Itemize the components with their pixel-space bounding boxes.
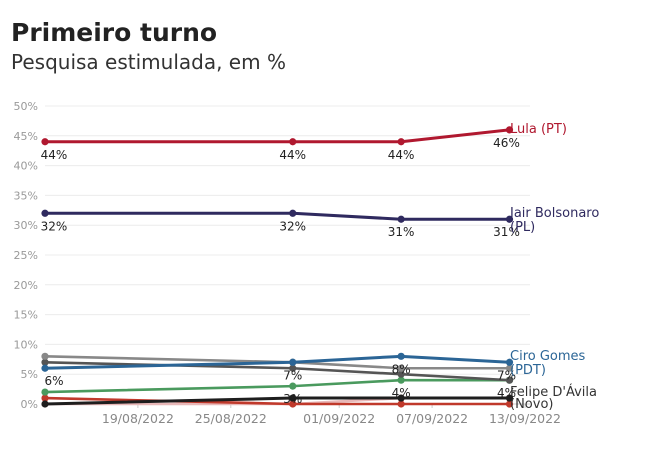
series-label: (PL) [510,220,535,235]
data-point [41,394,49,402]
y-tick-label: 10% [14,338,38,351]
series-line [44,378,510,394]
data-point [505,215,514,223]
chart-subtitle: Pesquisa estimulada, em % [11,50,286,74]
series-label: Felipe D'Ávila [510,384,597,400]
chart-title: Primeiro turno [11,18,218,47]
data-point [397,138,405,146]
data-point [505,364,514,372]
data-point [397,352,405,360]
data-label: 44% [41,148,68,162]
series-label: (Novo) [510,397,553,412]
series-line [45,211,510,221]
data-label: 6% [44,374,63,388]
data-point [397,364,405,372]
series-line [44,396,510,406]
data-point [41,358,49,366]
data-label: 3% [283,392,302,406]
data-point [397,215,405,223]
data-point [289,364,297,372]
series-label: Ciro Gomes [510,349,586,364]
x-tick-label: 07/09/2022 [396,411,468,426]
x-tick-label: 19/08/2022 [102,411,174,426]
y-tick-label: 40% [14,160,38,173]
y-tick-label: 25% [14,249,38,262]
data-label: 7% [283,368,302,382]
data-label: 31% [493,225,520,239]
data-label: 31% [388,225,415,239]
y-tick-label: 45% [14,130,38,143]
data-point [289,394,297,402]
data-label: 32% [279,219,306,233]
data-label: 4% [497,386,516,400]
y-tick-label: 5% [21,368,38,381]
series-label: Lula (PT) [510,122,567,137]
y-tick-label: 35% [14,189,38,202]
data-point [289,400,297,408]
series-line [44,354,510,370]
data-point [41,209,49,217]
x-tick-label: 01/09/2022 [303,411,375,426]
y-tick-label: 15% [14,309,38,322]
series-line [44,360,510,382]
data-label: 44% [279,148,306,162]
data-point [397,376,405,384]
series-label: Jair Bolsonaro [509,206,599,221]
data-point [41,352,49,360]
data-point [289,138,297,146]
data-label: 4% [392,386,411,400]
data-point [505,400,514,408]
data-point [289,209,297,217]
series-line [45,128,510,144]
y-tick-label: 0% [21,398,38,411]
data-label: 8% [392,362,411,376]
series-label: (PDT) [510,363,546,378]
data-point [505,126,514,134]
series-line [44,355,510,370]
y-tick-label: 50% [14,100,38,113]
data-point [505,376,514,384]
data-point [397,394,405,402]
data-point [41,138,49,146]
x-tick-label: 25/08/2022 [195,411,267,426]
data-point [41,400,49,408]
data-point [289,382,297,390]
data-point [505,358,514,366]
data-point [505,394,514,402]
data-point [397,400,405,408]
data-label: 32% [41,219,68,233]
y-tick-label: 20% [14,279,38,292]
data-point [41,364,49,372]
data-point [41,388,49,396]
data-point [397,370,405,378]
y-tick-label: 30% [14,219,38,232]
data-label: 7% [497,368,516,382]
data-label: 46% [493,136,520,150]
data-label: 44% [388,148,415,162]
x-tick-label: 13/09/2022 [489,411,561,426]
data-point [289,358,297,366]
